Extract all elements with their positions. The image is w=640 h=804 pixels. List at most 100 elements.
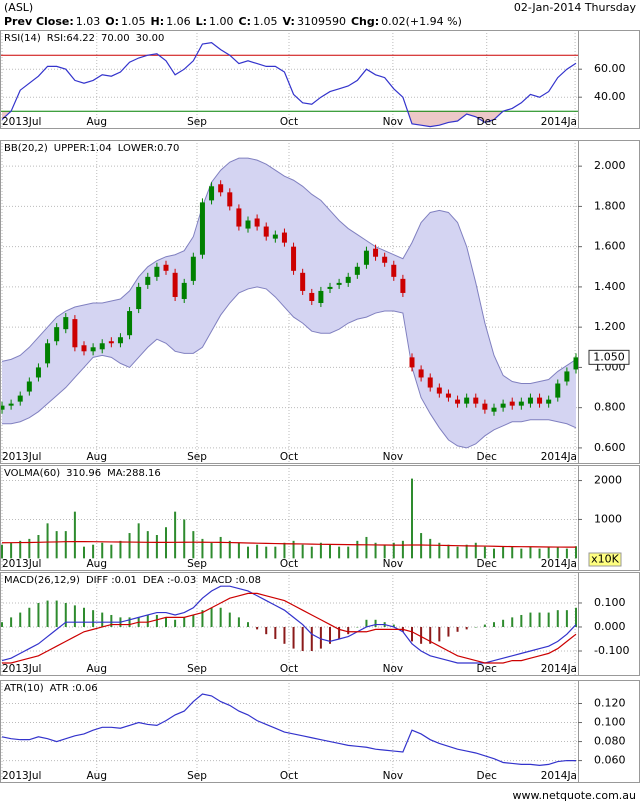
- panel: 2013Jul Aug Sep Oct Nov Dec 2014Ja 0.600 0.800 1.…: [0, 140, 640, 464]
- bar: [538, 612, 541, 627]
- bar: [28, 538, 31, 559]
- legend-entry: MA:288.16: [107, 468, 161, 479]
- bar: [292, 540, 295, 559]
- candle-body: [72, 319, 78, 348]
- candle-body: [45, 343, 51, 364]
- bar: [547, 612, 550, 627]
- plot-area: [1, 31, 578, 128]
- candle-body: [409, 357, 415, 368]
- candle-body: [227, 192, 233, 207]
- bar: [474, 542, 477, 559]
- bar: [228, 540, 231, 559]
- bar: [73, 605, 76, 627]
- legend-entry: VOLMA(60): [4, 468, 60, 479]
- bar: [356, 540, 359, 559]
- x-tick-label: Sep: [187, 558, 207, 570]
- y-tick-label: 0.120: [594, 697, 626, 710]
- bar: [338, 626, 341, 639]
- legend-entry: MACD :0.08: [202, 575, 261, 586]
- candle-body: [500, 403, 506, 408]
- y-tick-label: 1000: [594, 512, 622, 525]
- unit-box: [588, 552, 622, 567]
- quote-value: 1.06: [166, 15, 191, 28]
- y-tick-label: 0.800: [594, 401, 626, 414]
- legend-entry: RSI(14): [4, 33, 41, 44]
- legend-entry: 30.00: [136, 33, 165, 44]
- bar: [256, 544, 259, 559]
- y-tick-label: 1.800: [594, 199, 626, 212]
- bar: [283, 626, 286, 644]
- candle-body: [418, 369, 424, 378]
- candle-body: [99, 343, 105, 350]
- quote-value: 1.05: [121, 15, 146, 28]
- x-tick-label: 2013Jul: [2, 663, 41, 675]
- legend-entry: ATR :0.06: [50, 683, 98, 694]
- footer: www.netquote.com.au: [513, 789, 637, 802]
- plot-area: [1, 681, 578, 782]
- bar: [64, 531, 67, 559]
- x-tick-label: Dec: [477, 451, 498, 463]
- candle-body: [54, 327, 60, 342]
- bar: [565, 548, 568, 559]
- bar: [101, 612, 104, 627]
- unit-label: x10K: [591, 553, 620, 566]
- series-line: [1, 693, 576, 766]
- x-tick-label: Aug: [86, 663, 107, 675]
- legend-entry: BB(20,2): [4, 143, 48, 154]
- bar: [64, 602, 67, 627]
- candle-body: [573, 357, 578, 370]
- y-tick-label: 0.000: [594, 620, 626, 633]
- bar: [1, 544, 3, 559]
- x-tick-label: 2014Ja: [541, 116, 577, 128]
- bar: [565, 610, 568, 627]
- bar: [174, 619, 177, 627]
- candle-body: [17, 395, 23, 402]
- y-tick-label: 0.600: [594, 441, 626, 454]
- series-line: [1, 585, 577, 664]
- quote-value: 0.02(+1.94 %): [381, 15, 462, 28]
- bar: [237, 542, 240, 559]
- y-tick-label: 0.100: [594, 716, 626, 729]
- date: 02-Jan-2014 Thursday: [514, 1, 637, 14]
- bar: [192, 614, 195, 627]
- bar: [247, 622, 249, 627]
- bar: [83, 546, 85, 559]
- bar: [119, 540, 122, 559]
- candle-body: [345, 276, 351, 283]
- bar: [411, 626, 413, 642]
- bar: [165, 617, 167, 627]
- series-line: [2, 592, 577, 664]
- bar: [210, 542, 213, 559]
- bar: [456, 546, 459, 559]
- candle-body: [363, 250, 369, 265]
- quote-label: Prev Close:: [4, 15, 74, 28]
- current-price-box: [588, 349, 630, 365]
- bar: [274, 626, 277, 639]
- candle-body: [518, 401, 524, 406]
- candle-body: [154, 266, 160, 277]
- candle-body: [199, 202, 205, 255]
- panel-frame: [0, 572, 640, 676]
- bar: [420, 533, 423, 559]
- y-tick-label: 2.000: [594, 159, 626, 172]
- x-tick-label: Sep: [187, 770, 207, 782]
- bar: [201, 538, 204, 559]
- bar: [538, 548, 541, 559]
- candle-body: [527, 397, 533, 404]
- bar: [383, 544, 386, 559]
- bar: [420, 626, 423, 644]
- candle-body: [309, 292, 315, 301]
- x-tick-label: Dec: [477, 116, 498, 128]
- bar: [28, 607, 31, 627]
- candle-body: [90, 347, 96, 352]
- bar: [155, 614, 158, 627]
- bar: [493, 622, 495, 627]
- bar: [301, 544, 304, 559]
- bar: [137, 523, 140, 559]
- x-tick-label: Aug: [86, 770, 107, 782]
- x-tick-label: Aug: [86, 451, 107, 463]
- bar: [247, 546, 249, 559]
- bar: [447, 626, 450, 637]
- candle-body: [300, 272, 306, 291]
